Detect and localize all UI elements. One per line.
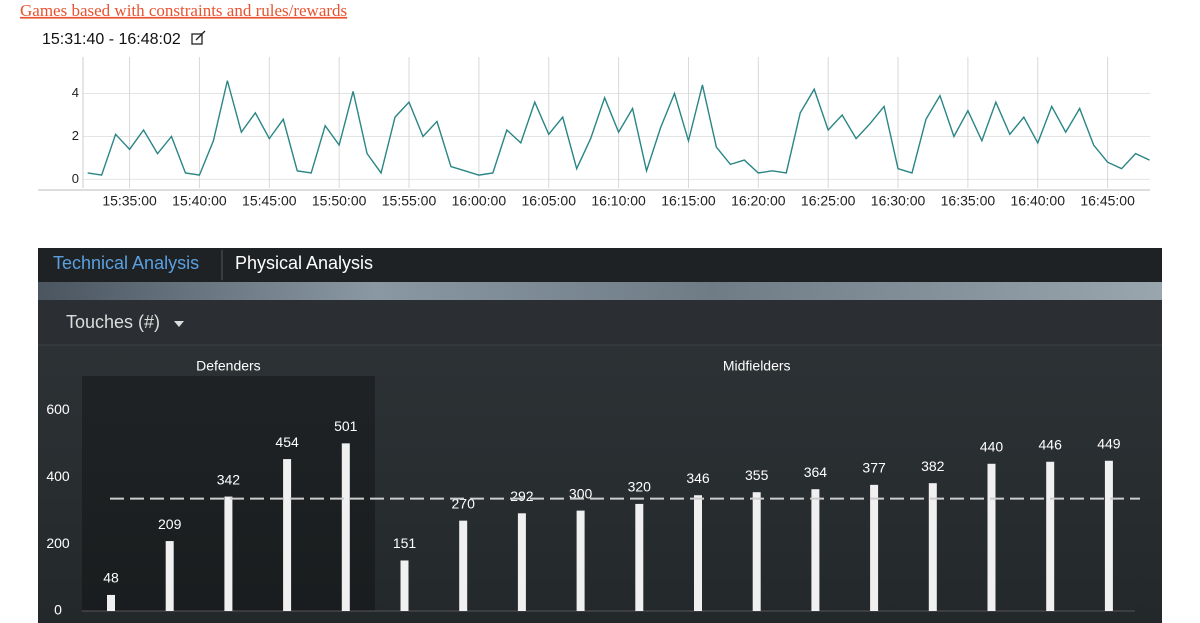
group-label: Defenders [196,358,261,374]
value-label: 446 [1039,436,1063,452]
y-tick-label: 4 [72,85,79,100]
x-tick-label: 16:15:00 [661,193,716,209]
value-label: 440 [980,438,1004,454]
selector-bar [38,300,1162,345]
value-label: 382 [921,458,945,474]
tab-bar [38,248,1162,282]
link[interactable]: Games based with constraints and rules/r… [20,1,347,20]
x-tick-label: 16:05:00 [521,193,576,209]
x-tick-label: 16:00:00 [452,193,507,209]
value-label: 320 [628,479,652,495]
x-tick-label: 16:30:00 [871,193,926,209]
stadium-strip [38,282,1162,300]
value-label: 364 [804,464,828,480]
value-label: 346 [686,470,710,486]
metric-dropdown[interactable]: Touches (#) [66,312,160,332]
y-tick-label: 600 [46,401,70,417]
x-tick-label: 15:45:00 [242,193,297,209]
x-tick-label: 16:40:00 [1011,193,1066,209]
bar [400,560,409,611]
line-series [87,80,1150,176]
bar [283,459,292,611]
x-tick-label: 16:45:00 [1080,193,1135,209]
bar [1104,460,1113,611]
value-label: 292 [510,488,534,504]
value-label: 300 [569,485,593,501]
dropdown-caret [174,321,184,327]
y-tick-label: 2 [72,128,79,143]
x-tick-label: 16:35:00 [941,193,996,209]
group-label: Midfielders [723,358,791,374]
bar [928,483,937,611]
y-tick-label: 200 [46,535,70,551]
bar [635,503,644,611]
time-range: 15:31:40 - 16:48:02 [42,31,181,48]
x-tick-label: 15:55:00 [382,193,437,209]
y-tick-label: 0 [72,171,79,186]
bar [459,520,468,611]
bar [694,495,702,611]
bar [1046,461,1055,611]
edit-icon[interactable] [191,30,206,45]
x-tick-label: 15:40:00 [172,193,227,209]
x-tick-label: 15:35:00 [102,193,157,209]
value-label: 377 [862,460,886,476]
bar [341,443,350,611]
value-label: 151 [393,535,417,551]
y-tick-label: 400 [46,468,70,484]
bar [870,484,879,611]
value-label: 209 [158,516,182,532]
value-label: 501 [334,418,358,434]
x-tick-label: 16:10:00 [591,193,646,209]
y-tick-label: 0 [54,602,62,618]
tab[interactable]: Physical Analysis [235,253,373,273]
bar [987,463,996,611]
bar [576,510,585,611]
value-label: 48 [103,570,119,586]
tab-active[interactable]: Technical Analysis [53,253,199,273]
bar [107,594,115,611]
value-label: 449 [1097,435,1121,451]
bar [165,541,174,611]
bar [517,513,526,611]
value-label: 355 [745,467,769,483]
bar [224,496,233,611]
x-tick-label: 16:20:00 [731,193,786,209]
value-label: 342 [217,471,241,487]
bar [752,492,761,611]
x-tick-label: 16:25:00 [801,193,856,209]
x-tick-label: 15:50:00 [312,193,367,209]
bar [811,489,820,611]
value-label: 454 [275,434,299,450]
